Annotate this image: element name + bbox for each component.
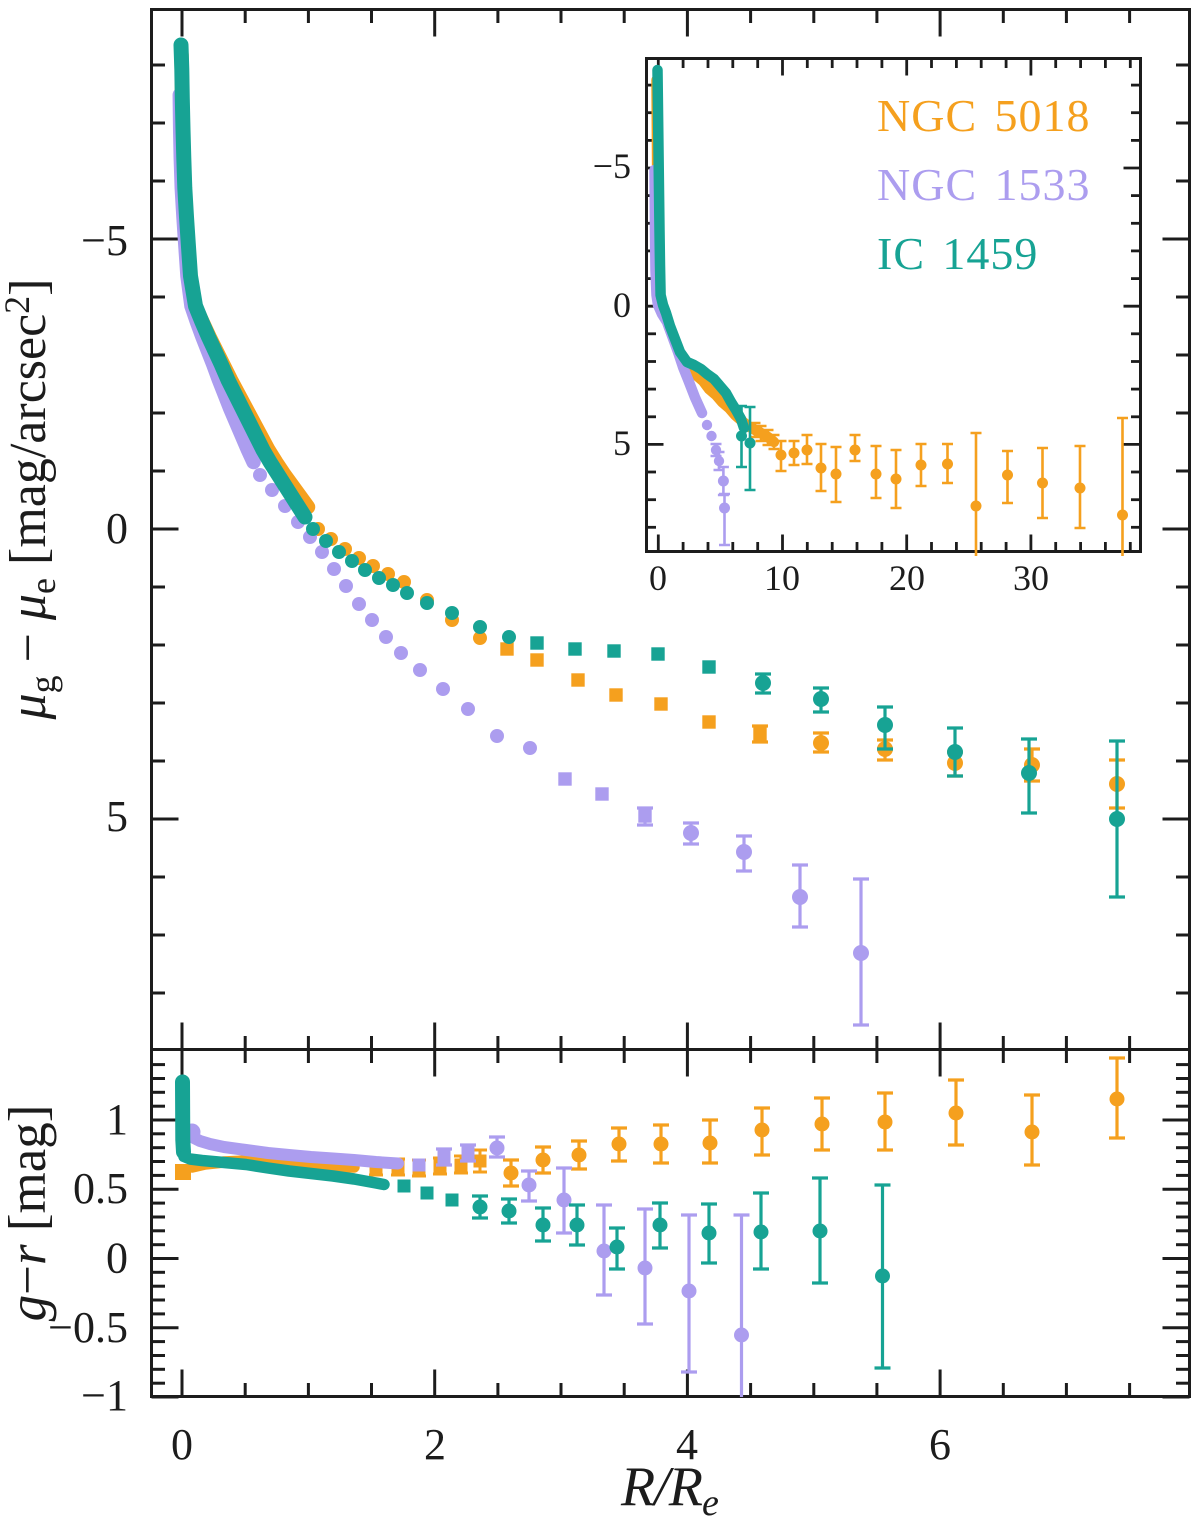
svg-text:2: 2	[424, 1420, 446, 1469]
svg-text:1: 1	[106, 1095, 128, 1144]
svg-text:−5: −5	[593, 146, 631, 186]
svg-text:μg − μe [mag/arcsec2]: μg − μe [mag/arcsec2]	[0, 278, 63, 720]
svg-text:0.5: 0.5	[73, 1164, 128, 1213]
svg-text:0: 0	[649, 558, 667, 598]
svg-text:10: 10	[764, 558, 800, 598]
svg-text:−1: −1	[81, 1371, 128, 1420]
svg-text:0: 0	[171, 1420, 193, 1469]
svg-text:−5: −5	[81, 216, 128, 265]
svg-text:5: 5	[106, 792, 128, 841]
svg-text:30: 30	[1013, 558, 1049, 598]
svg-text:NGC 1533: NGC 1533	[877, 159, 1090, 210]
svg-text:g−r [mag]: g−r [mag]	[0, 1105, 57, 1322]
svg-text:20: 20	[889, 558, 925, 598]
svg-text:6: 6	[929, 1420, 951, 1469]
svg-text:5: 5	[613, 423, 631, 463]
svg-text:0: 0	[613, 285, 631, 325]
svg-text:NGC 5018: NGC 5018	[877, 90, 1090, 141]
svg-text:0: 0	[106, 1234, 128, 1283]
svg-text:4: 4	[676, 1420, 698, 1469]
svg-text:−0.5: −0.5	[48, 1303, 128, 1352]
svg-text:0: 0	[106, 504, 128, 553]
svg-text:IC 1459: IC 1459	[877, 228, 1038, 279]
